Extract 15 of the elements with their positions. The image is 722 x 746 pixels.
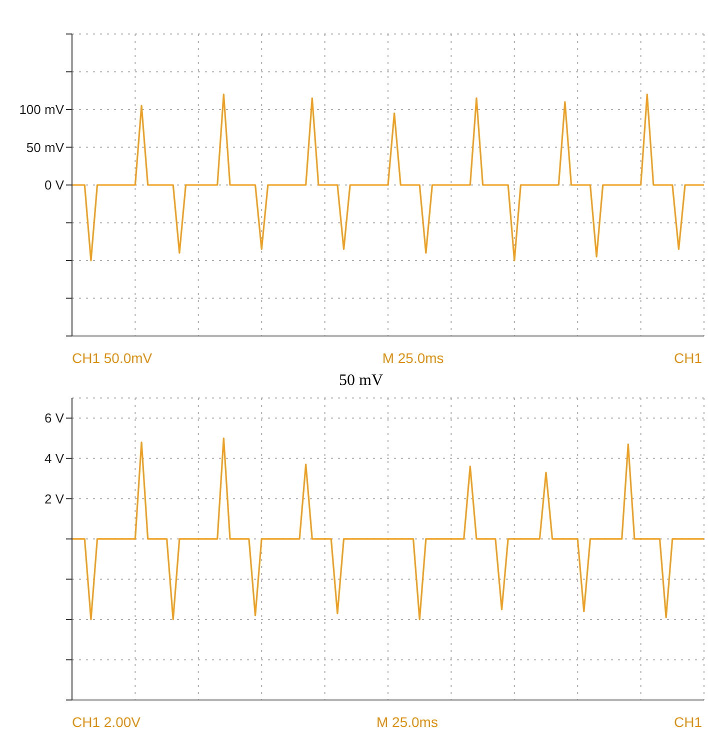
y-tick-label: 50 mV — [26, 140, 64, 155]
text: CH1 — [674, 350, 702, 368]
text: CH1 50.0mV — [72, 350, 152, 368]
line-series — [71, 94, 705, 262]
text: M 25.0ms — [382, 350, 444, 368]
y-tick-label: 100 mV — [19, 102, 64, 118]
y-tick-label: 4 V — [44, 451, 64, 466]
text: CH1 — [674, 714, 702, 732]
line-series — [71, 437, 705, 620]
y-tick-label: 2 V — [44, 491, 64, 506]
y-tick-label: 0 V — [44, 178, 64, 193]
chart-title: 50 mV — [338, 372, 384, 391]
text: M 25.0ms — [376, 714, 438, 732]
y-tick-label: 6 V — [44, 410, 64, 426]
text: CH1 2.00V — [72, 714, 140, 732]
